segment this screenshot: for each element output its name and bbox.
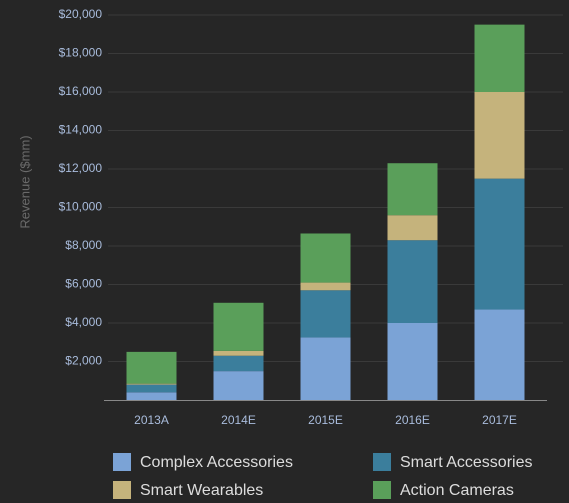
bar-segment — [300, 290, 351, 338]
y-tick-label: $4,000 — [65, 315, 102, 329]
x-tick-label: 2017E — [482, 413, 517, 427]
legend-label: Smart Wearables — [140, 482, 263, 499]
legend-swatch — [113, 453, 131, 471]
y-tick-label: $16,000 — [59, 84, 103, 98]
y-tick-label: $14,000 — [59, 123, 103, 137]
legend-label: Smart Accessories — [400, 454, 532, 471]
y-tick-label: $2,000 — [65, 354, 102, 368]
bar-segment — [126, 351, 177, 384]
y-axis-label: Revenue ($mm) — [17, 135, 32, 228]
legend-swatch — [113, 481, 131, 499]
bar-segment — [474, 309, 525, 400]
y-tick-label: $8,000 — [65, 238, 102, 252]
y-tick-label: $20,000 — [59, 7, 103, 21]
bar-segment — [213, 355, 264, 372]
bar-segment — [387, 240, 438, 323]
bar-segment — [126, 383, 177, 385]
bar-segment — [213, 350, 264, 356]
x-tick-label: 2014E — [221, 413, 256, 427]
bar-segment — [474, 178, 525, 310]
bar-segment — [387, 215, 438, 241]
y-tick-label: $18,000 — [59, 46, 103, 60]
legend-label: Complex Accessories — [140, 454, 293, 471]
legend-swatch — [373, 481, 391, 499]
y-tick-label: $12,000 — [59, 161, 103, 175]
x-tick-label: 2013A — [134, 413, 169, 427]
bar-segment — [387, 323, 438, 400]
bar-segment — [474, 24, 525, 92]
bar-segment — [300, 282, 351, 291]
bar-segment — [213, 371, 264, 400]
bar-segment — [387, 163, 438, 216]
bar-segment — [300, 337, 351, 400]
legend-swatch — [373, 453, 391, 471]
y-tick-label: $10,000 — [59, 200, 103, 214]
y-tick-label: $6,000 — [65, 277, 102, 291]
x-tick-label: 2015E — [308, 413, 343, 427]
bar-segment — [213, 302, 264, 351]
x-tick-label: 2016E — [395, 413, 430, 427]
bar-segment — [300, 233, 351, 283]
bar-segment — [474, 92, 525, 179]
bar-segment — [126, 392, 177, 400]
legend-label: Action Cameras — [400, 482, 514, 499]
bar-segment — [126, 384, 177, 393]
